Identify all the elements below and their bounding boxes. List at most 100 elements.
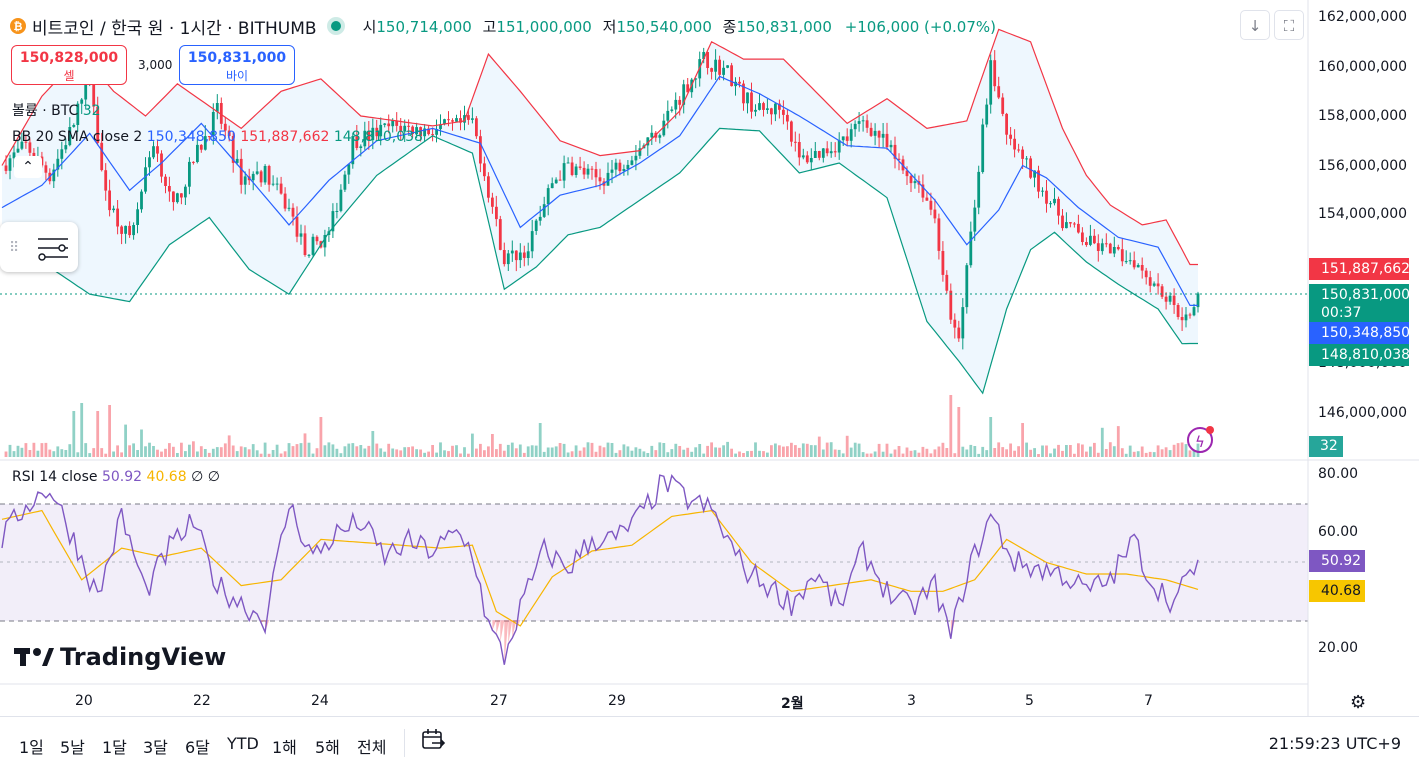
lightning-alert-icon[interactable]: ϟ — [1187, 426, 1214, 453]
chart-canvas[interactable] — [0, 0, 1419, 716]
candle-body — [498, 219, 502, 250]
candle-body — [335, 211, 339, 212]
volume-bar — [1108, 442, 1112, 457]
range-button-1y[interactable]: 1해 — [272, 738, 297, 757]
candle-body — [694, 78, 698, 80]
volume-bar — [702, 453, 706, 457]
volume-bar — [439, 442, 442, 457]
candle-body — [662, 120, 666, 136]
candle-body — [1168, 295, 1172, 302]
volume-bar — [311, 453, 315, 457]
volume-bar — [1037, 454, 1040, 457]
candle-body — [941, 251, 945, 275]
download-arrow-icon[interactable]: ↓ — [1240, 10, 1270, 40]
market-open-status-icon — [330, 21, 341, 31]
volume-bar — [869, 453, 873, 457]
candle-body — [1065, 222, 1068, 229]
candle-body — [271, 183, 275, 185]
high-label: 고 — [482, 17, 497, 36]
ohlc-values: 시150,714,000 고151,000,000 저150,540,000 종… — [357, 16, 996, 37]
range-button-1m[interactable]: 1달 — [102, 738, 127, 757]
rsi-pane[interactable] — [0, 474, 1308, 665]
volume-bar — [40, 443, 44, 457]
candle-body — [315, 236, 319, 242]
candle-body — [1136, 265, 1140, 268]
volume-bar — [670, 449, 674, 457]
time-axis-label: 5 — [1025, 693, 1034, 709]
volume-bar — [1073, 453, 1076, 457]
close-label: 종 — [722, 17, 737, 36]
symbol-title[interactable]: 비트코인 / 한국 원 · 1시간 · BITHUMB — [32, 18, 317, 39]
settings-gear-icon[interactable]: ⚙ — [1350, 692, 1367, 713]
fullscreen-icon[interactable]: ⛶ — [1274, 10, 1304, 40]
range-button-6m[interactable]: 6달 — [185, 738, 210, 757]
rsi-legend[interactable]: RSI 14 close 50.92 40.68 ∅ ∅ — [12, 469, 220, 485]
drag-handle-icon[interactable]: ⠿ — [9, 240, 20, 256]
collapse-legend-chevron-up-icon[interactable]: ⌃ — [14, 156, 42, 178]
candle-body — [598, 177, 602, 182]
goto-date-calendar-icon[interactable] — [420, 727, 446, 753]
volume-bar — [495, 449, 498, 457]
volume-bar — [1093, 442, 1096, 457]
volume-bar — [853, 442, 857, 457]
range-button-all[interactable]: 전체 — [357, 738, 387, 757]
volume-bar — [734, 453, 737, 457]
bb-legend[interactable]: BB 20 SMA close 2 150,348,850 151,887,66… — [12, 129, 423, 145]
range-button-5d[interactable]: 5날 — [60, 738, 85, 757]
range-button-5y[interactable]: 5해 — [315, 738, 340, 757]
sell-button[interactable]: 150,828,000 셀 — [11, 45, 127, 85]
candle-body — [869, 127, 873, 136]
volume-bar — [1069, 445, 1072, 457]
candle-body — [299, 233, 303, 237]
tradingview-logo[interactable]: TradingView — [14, 643, 226, 671]
candle-body — [243, 176, 247, 185]
volume-bar — [403, 447, 407, 457]
volume-bar — [383, 451, 387, 457]
volume-bar — [64, 450, 68, 457]
object-tree-panel[interactable]: ⠿ — [0, 222, 78, 272]
volume-bar — [602, 447, 606, 457]
rsi-ma-tag: 40.68 — [1309, 580, 1365, 602]
candle-body — [172, 191, 175, 203]
volume-bar — [953, 453, 957, 457]
range-button-3m[interactable]: 3달 — [143, 738, 168, 757]
candle-body — [148, 157, 151, 168]
last-price-value: 150,831,000 — [1321, 287, 1411, 303]
volume-bar — [1045, 445, 1048, 457]
low-label: 저 — [602, 17, 617, 36]
volume-bar — [415, 449, 418, 457]
price-pane[interactable] — [0, 0, 1308, 460]
range-button-1d[interactable]: 1일 — [19, 738, 44, 757]
candle-body — [383, 123, 387, 125]
volume-bar — [371, 431, 375, 457]
volume-legend[interactable]: 볼륨 · BTC 32 — [12, 100, 101, 120]
volume-bar — [989, 417, 993, 457]
volume-bar — [961, 446, 965, 457]
candle-body — [813, 151, 817, 158]
candle-body — [92, 82, 96, 107]
candle-body — [973, 207, 977, 232]
volume-bar — [128, 445, 131, 457]
candle-body — [722, 67, 725, 75]
volume-bar — [391, 448, 395, 457]
volume-bar — [36, 450, 40, 457]
candle-body — [646, 137, 650, 146]
range-button-ytd[interactable]: YTD — [227, 734, 259, 753]
candle-body — [1120, 249, 1124, 262]
candle-body — [415, 127, 418, 134]
candle-body — [144, 167, 147, 192]
symbol-header[interactable]: ₿ 비트코인 / 한국 원 · 1시간 · BITHUMB 시150,714,0… — [10, 12, 996, 40]
candle-body — [1073, 223, 1076, 225]
timezone-clock[interactable]: 21:59:23 UTC+9 — [1268, 734, 1401, 753]
buy-label: 바이 — [225, 69, 249, 83]
volume-bar — [243, 447, 247, 457]
volume-bar — [435, 452, 438, 457]
volume-bar — [60, 449, 64, 457]
candle-body — [443, 119, 446, 125]
buy-button[interactable]: 150,831,000 바이 — [179, 45, 295, 85]
candle-body — [32, 152, 36, 160]
candle-body — [323, 235, 327, 248]
volume-bar — [144, 446, 147, 457]
candle-body — [670, 109, 674, 111]
volume-bar — [219, 447, 223, 457]
